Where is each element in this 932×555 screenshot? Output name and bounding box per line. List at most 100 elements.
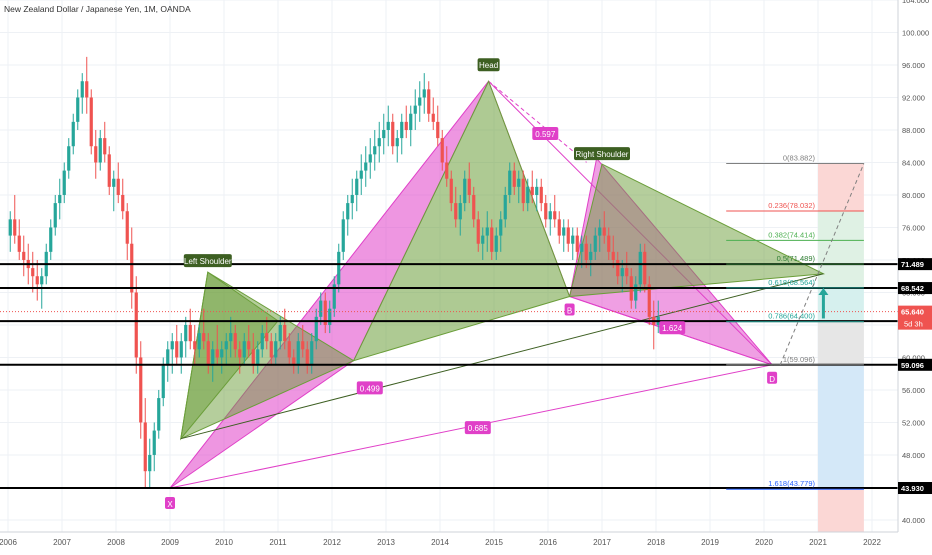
candle-body [40,276,44,285]
harmonic-ratio-label: 0.685 [468,424,489,433]
fib-level-label: 0.236(78.032) [768,201,815,210]
candle-body [166,349,170,366]
candle-body [544,203,548,220]
candle-body [539,186,543,204]
fib-level-label: 1.618(43.779) [768,479,815,488]
fib-zone-red-bottom [818,489,864,532]
candle-body [589,251,593,260]
fib-zone-blue [818,364,864,490]
y-tick-label: 56.000 [902,386,925,395]
candle-body [494,235,498,252]
candle-body [634,284,638,301]
candle-body [215,349,219,358]
candle-body [233,333,237,350]
candle-body [643,251,647,285]
candle-body [355,178,359,195]
harmonic-ratio-label: 0.499 [360,384,381,393]
candle-body [292,357,296,366]
candle-body [71,121,75,147]
x-tick-label: 2008 [107,538,125,547]
candle-body [418,97,422,106]
candle-body [404,121,408,130]
candle-body [229,333,233,342]
candle-body [256,349,260,366]
candle-body [85,81,89,98]
candle-body [143,422,147,472]
candle-body [251,349,255,366]
candle-body [116,178,120,195]
harmonic-ratio-badge [532,127,559,141]
candle-body [112,178,116,187]
fib-zones [818,163,864,532]
candle-body [521,178,525,204]
y-tick-label: 40.000 [902,516,925,525]
fib-level-label: 0.786(64.400) [768,312,815,321]
candle-body [130,243,134,293]
candle-body [647,284,651,317]
fib-level-label: 0(83.882) [783,153,816,162]
y-tick-label: 88.000 [902,126,925,135]
candle-body [62,170,66,195]
candle-body [157,398,161,431]
candle-body [526,186,530,204]
candle-body [476,219,480,244]
candle-body [346,203,350,220]
fib-trend-line [779,163,865,365]
price-level-tag-label: 68.542 [901,284,924,293]
hs-labels: Left Shoulder Head Right Shoulder [183,58,630,268]
fib-level-label: 0.618(68.564) [768,278,815,287]
y-tick-label: 52.000 [902,418,925,427]
candle-body [247,341,251,350]
fib-level-label: 0.382(74.414) [768,230,815,239]
price-level-tag [898,258,932,271]
candle-body [22,251,26,260]
candle-body [386,121,390,130]
candle-body [440,138,444,163]
candle-body [400,121,404,139]
candle-body [562,227,566,236]
candle-body [107,154,111,187]
price-level-tag-label: 71.489 [901,260,924,269]
candle-body [395,138,399,147]
candle-body [548,211,552,220]
x-tick-label: 2014 [431,538,449,547]
x-tick-label: 2017 [593,538,611,547]
candle-body [13,219,17,236]
x-tick-label: 2018 [647,538,665,547]
candle-body [296,341,300,366]
harmonic-ratio-badge [356,381,383,395]
harmonic-ac-line [488,80,587,163]
current-price-tag [898,305,932,330]
y-axis: 104.000 100.000 96.000 92.000 88.000 84.000 80… [897,0,932,550]
x-axis: 2006 2007 2008 2009 2010 2011 2012 2013 2014 2015… [0,531,898,550]
candle-body [314,316,318,342]
x-tick-label: 2006 [0,538,17,547]
price-level-tag-label: 43.930 [901,484,924,493]
x-axis-bg [0,532,898,550]
hs-label-badge [183,254,232,268]
candle-body [535,186,539,195]
candle-body [139,357,143,423]
harmonic-point-badge [564,303,575,316]
candle-body [269,341,273,358]
candle-body [121,194,125,212]
candle-body [625,268,629,277]
x-tick-label: 2015 [485,538,503,547]
current-countdown-label: 5d 3h [904,320,923,329]
candle-body [364,162,368,171]
harmonic-ratio-label: 1.624 [662,324,683,333]
candle-body [328,308,332,325]
candle-body [638,251,642,285]
x-tick-label: 2019 [701,538,719,547]
y-tick-label: 80.000 [902,191,925,200]
candle-body [274,341,278,358]
harmonic-point-labels: X B D [165,303,778,510]
candle-body [350,194,354,204]
candle-body [125,211,129,244]
candle-body [283,324,287,342]
x-tick-label: 2010 [215,538,233,547]
x-tick-label: 2009 [161,538,179,547]
candle-body [17,235,21,252]
